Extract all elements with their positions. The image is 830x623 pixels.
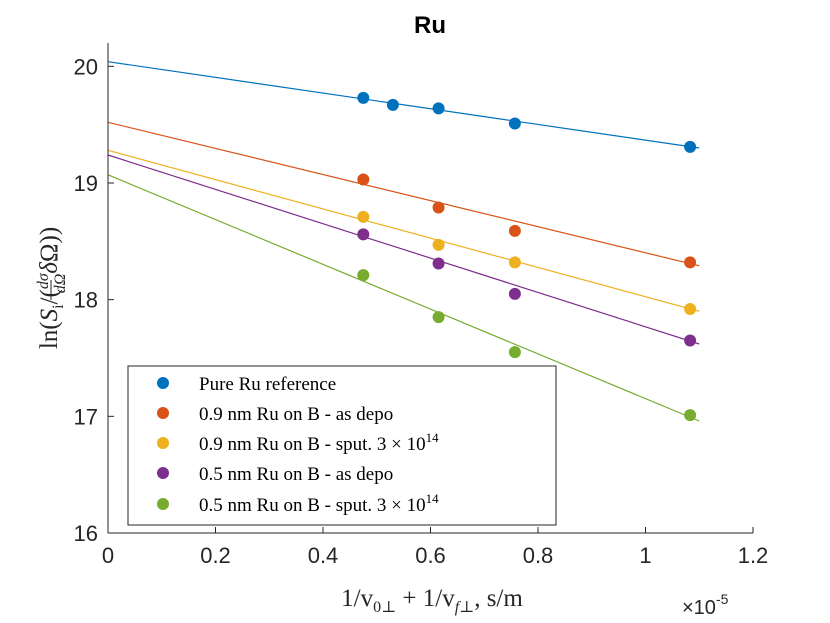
data-point [357,269,370,282]
legend: Pure Ru reference 0.9 nm Ru on B - as de… [127,365,557,526]
legend-label: Pure Ru reference [199,374,336,395]
y-tick-label: 19 [74,171,98,196]
legend-marker [157,498,169,510]
data-point [432,238,445,251]
y-axis-label: ln(Si/(dσdΩδΩ)) [35,227,69,349]
data-point [386,98,399,111]
data-point [508,117,521,130]
data-point [432,102,445,115]
y-tick-label: 17 [74,404,98,429]
y-ticks: 16 17 18 19 20 [74,54,114,546]
x-tick-label: 0.2 [200,543,231,568]
data-point [508,287,521,300]
data-points [357,91,697,422]
data-point [508,256,521,269]
data-point [684,334,697,347]
fit-line [107,154,700,345]
legend-label: 0.5 nm Ru on B - as depo [199,464,393,485]
data-point [357,173,370,186]
legend-label: 0.9 nm Ru on B - sput. 3 × 1014 [199,430,439,455]
y-tick-label: 20 [74,54,98,79]
data-point [357,91,370,104]
legend-entry: 0.5 nm Ru on B - as depo [157,464,393,485]
x-tick-label: 1 [639,543,651,568]
legend-entry: 0.9 nm Ru on B - sput. 3 × 1014 [157,430,439,455]
x-tick-label: 0.6 [415,543,446,568]
legend-entry: 0.5 nm Ru on B - sput. 3 × 1014 [157,491,439,516]
x-tick-label: 1.2 [738,543,769,568]
x-tick-label: 0 [102,543,114,568]
legend-entry: 0.9 nm Ru on B - as depo [157,404,393,425]
data-point [357,210,370,223]
y-tick-label: 16 [74,521,98,546]
legend-marker [157,467,169,479]
x-exponent-label: ×10-5 [682,591,729,619]
y-tick-label: 18 [74,288,98,313]
fit-line [107,61,700,149]
fit-lines [107,61,700,422]
data-point [432,257,445,270]
legend-marker [157,407,169,419]
legend-box [127,365,557,526]
legend-label: 0.5 nm Ru on B - sput. 3 × 1014 [199,491,439,516]
data-point [508,224,521,237]
data-point [684,409,697,422]
legend-marker [157,437,169,449]
fit-line [107,121,700,267]
data-point [684,140,697,153]
x-tick-label: 0.4 [308,543,339,568]
legend-entry: Pure Ru reference [157,374,336,395]
fit-line [107,174,700,422]
data-point [684,303,697,315]
x-ticks: 0 0.2 0.4 0.6 0.8 1 1.2 [102,527,768,568]
data-point [508,346,521,359]
x-axis-label: 1/v0⊥ + 1/vf⊥, s/m [341,585,523,616]
data-point [357,228,370,241]
data-point [684,256,697,269]
legend-label: 0.9 nm Ru on B - as depo [199,404,393,425]
data-point [432,311,445,324]
svg-text:ln(Si/(dσdΩδΩ)): ln(Si/(dσdΩδΩ)) [35,227,69,349]
fit-line [107,149,700,312]
chart-title: Ru [414,12,446,39]
legend-marker [157,377,169,389]
x-tick-label: 0.8 [523,543,554,568]
data-point [432,201,445,214]
